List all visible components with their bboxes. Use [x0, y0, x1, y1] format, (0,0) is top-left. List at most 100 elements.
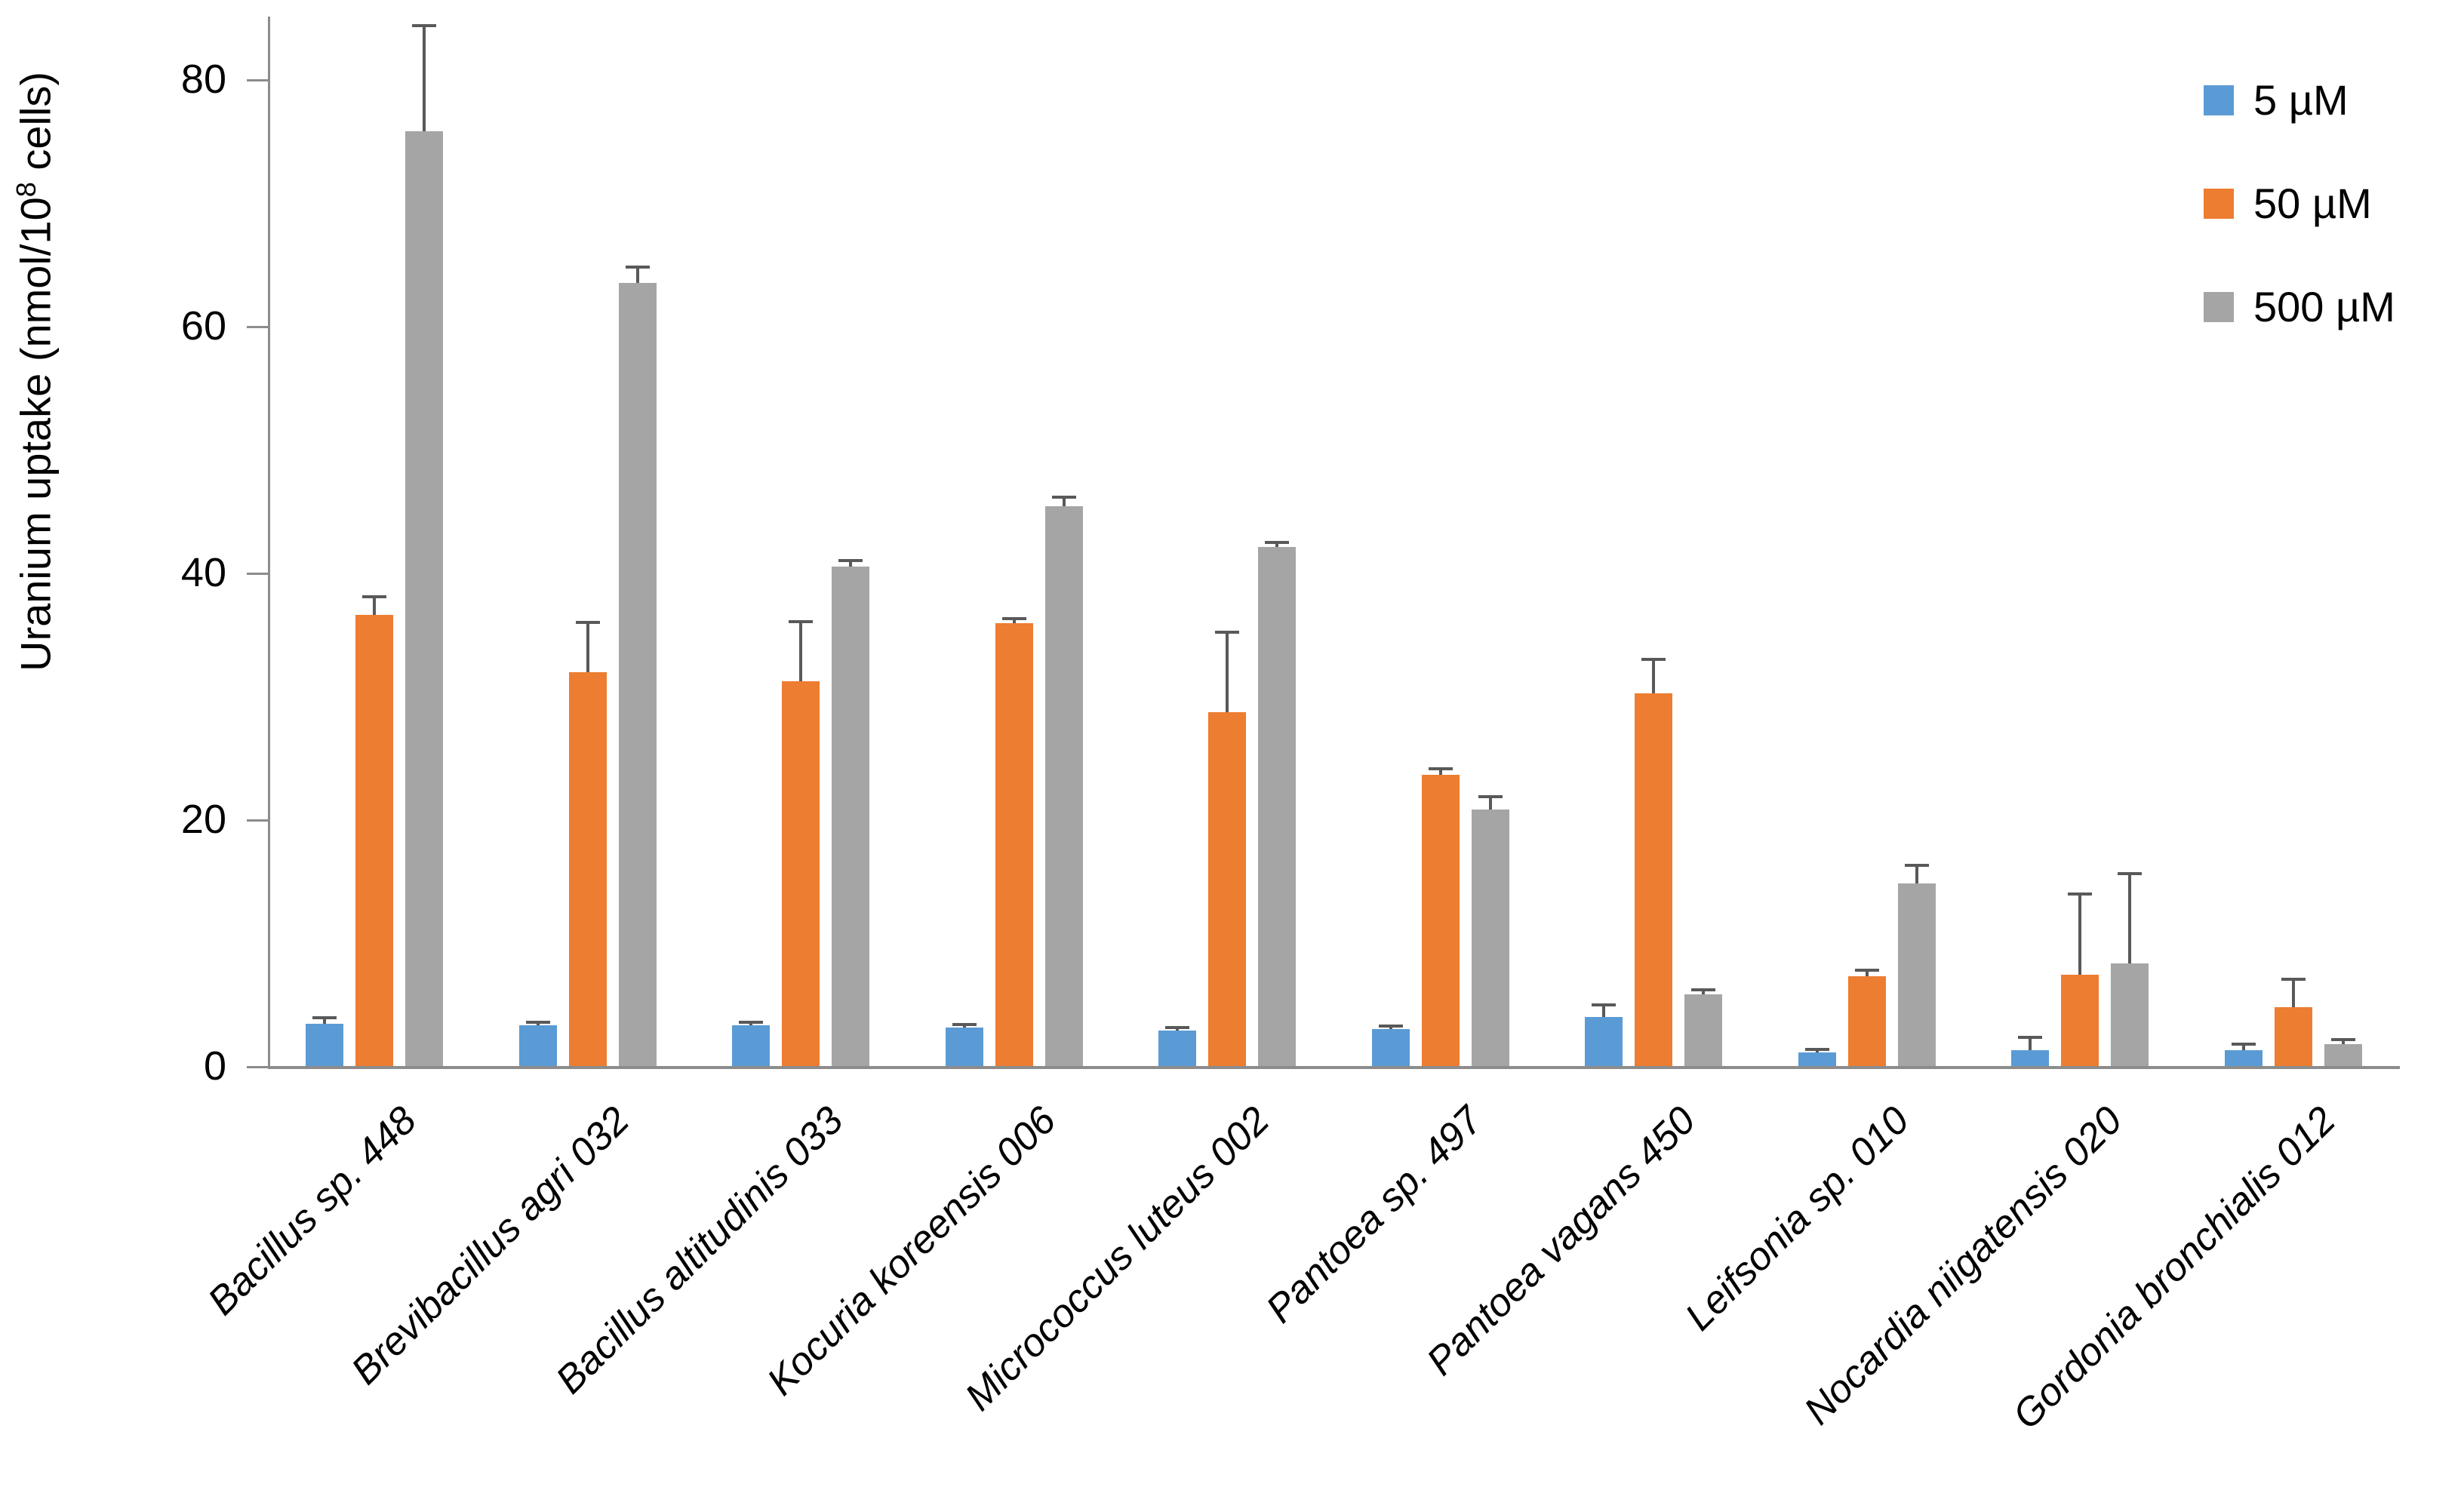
category-label: Leifsonia sp. 010 [1676, 1098, 1918, 1339]
error-bar [1915, 866, 1918, 883]
error-bar-cap [1051, 496, 1076, 499]
y-tick [247, 79, 268, 81]
bar-500m [1471, 810, 1509, 1066]
y-tick [247, 326, 268, 328]
y-tick-label: 60 [180, 303, 226, 349]
y-tick [247, 819, 268, 822]
bar-5m [306, 1024, 343, 1066]
y-tick-label: 20 [180, 797, 226, 842]
error-bar [849, 561, 852, 567]
error-bar [1702, 991, 1705, 994]
x-axis-line [268, 1066, 2400, 1069]
legend-item: 50 µM [2204, 179, 2395, 228]
error-bar-cap [1804, 1048, 1829, 1051]
y-axis-title-text: Uranium uptake (nmol/10 [11, 197, 60, 671]
legend-item: 5 µM [2204, 75, 2395, 124]
legend: 5 µM 50 µM 500 µM [2204, 75, 2395, 386]
bar-50m [355, 615, 393, 1066]
y-axis-title-sup: 8 [11, 182, 42, 198]
legend-swatch-icon [2204, 84, 2234, 115]
error-bar-cap [1165, 1026, 1189, 1029]
error-bar-cap [1854, 969, 1879, 972]
error-bar [586, 623, 589, 672]
error-bar [2291, 980, 2295, 1007]
error-bar [749, 1023, 752, 1025]
bar-5m [732, 1025, 770, 1066]
legend-swatch-icon [2204, 291, 2234, 322]
y-tick-label: 80 [180, 57, 226, 102]
error-bar [1652, 660, 1655, 693]
error-bar-cap [1691, 988, 1715, 991]
error-bar [962, 1025, 966, 1028]
error-bar-cap [2231, 1043, 2256, 1046]
y-tick [247, 1066, 268, 1068]
error-bar-cap [1001, 617, 1026, 620]
bar-50m [2274, 1007, 2312, 1066]
bar-500m [2324, 1044, 2362, 1066]
bar-5m [2224, 1050, 2263, 1066]
bar-50m [568, 672, 607, 1066]
error-bar-cap [2018, 1036, 2042, 1039]
error-bar-cap [1641, 658, 1666, 661]
error-bar [2029, 1038, 2032, 1050]
error-bar [2241, 1045, 2245, 1050]
bar-5m [1158, 1031, 1196, 1066]
bar-5m [1798, 1052, 1836, 1066]
legend-label: 500 µM [2253, 283, 2395, 330]
error-bar-cap [412, 24, 436, 27]
error-bar [1815, 1050, 1819, 1052]
error-bar-cap [2118, 872, 2142, 875]
legend-item: 500 µM [2204, 282, 2395, 331]
bar-5m [1371, 1029, 1410, 1066]
error-bar [2128, 874, 2131, 963]
bar-5m [1585, 1017, 1623, 1066]
bar-500m [618, 283, 657, 1066]
error-bar [1865, 971, 1869, 976]
error-bar [1176, 1028, 1179, 1031]
error-bar-cap [625, 266, 650, 269]
bar-500m [1684, 994, 1722, 1066]
bar-50m [1421, 775, 1460, 1066]
bar-5m [518, 1025, 557, 1066]
error-bar-cap [2330, 1038, 2355, 1041]
y-tick-label: 40 [180, 550, 226, 595]
error-bar [1012, 619, 1016, 623]
bar-5m [945, 1028, 983, 1066]
error-bar-cap [2281, 978, 2306, 981]
bar-50m [1208, 712, 1246, 1066]
bar-50m [1635, 693, 1672, 1066]
error-bar-cap [952, 1023, 977, 1026]
error-bar [373, 598, 376, 615]
error-bar-cap [1378, 1025, 1403, 1028]
bar-5m [2011, 1050, 2049, 1066]
error-bar [323, 1018, 326, 1024]
error-bar-cap [312, 1016, 337, 1019]
bar-50m [995, 623, 1033, 1066]
error-bar-cap [838, 559, 863, 562]
error-bar [1602, 1006, 1605, 1017]
error-bar-cap [739, 1021, 763, 1024]
bar-500m [2111, 963, 2149, 1066]
error-bar [423, 26, 426, 131]
error-bar [799, 622, 802, 681]
y-tick [247, 573, 268, 575]
error-bar-cap [2068, 893, 2092, 896]
error-bar [635, 268, 639, 283]
error-bar-cap [1265, 541, 1289, 544]
error-bar [2341, 1040, 2345, 1044]
bar-500m [405, 131, 443, 1066]
error-bar-cap [1215, 631, 1239, 634]
bar-500m [1897, 883, 1936, 1066]
error-bar [1062, 498, 1066, 506]
error-bar-cap [525, 1021, 550, 1024]
bar-500m [1044, 506, 1083, 1066]
y-axis-line [268, 17, 270, 1069]
error-bar-cap [362, 595, 386, 598]
error-bar-cap [789, 620, 813, 623]
category-label: Bacillus sp. 448 [199, 1098, 426, 1324]
error-bar [536, 1023, 540, 1025]
y-axis-title: Uranium uptake (nmol/108 cells) [11, 72, 60, 671]
bar-500m [832, 567, 869, 1066]
y-tick-label: 0 [203, 1043, 226, 1089]
